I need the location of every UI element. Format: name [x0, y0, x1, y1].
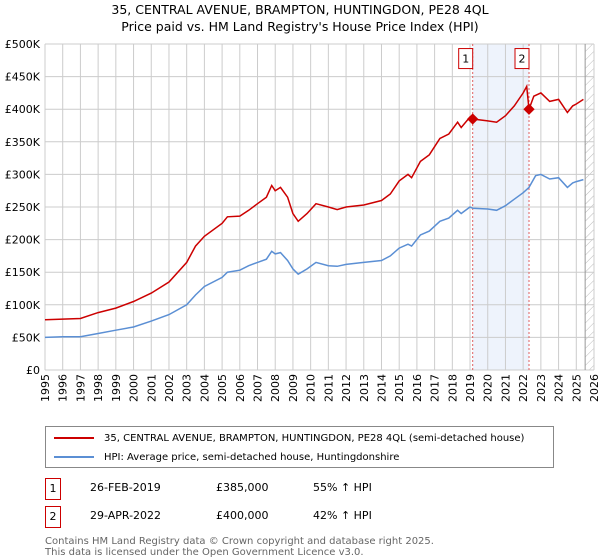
x-tick-label: 1999	[110, 374, 123, 402]
y-tick-label: £150K	[5, 266, 41, 279]
transaction-date: 29-APR-2022	[90, 509, 162, 522]
x-tick-label: 2005	[216, 374, 229, 402]
x-tick-label: 2020	[482, 374, 495, 402]
y-tick-label: £0	[26, 364, 40, 377]
footer-line-2: This data is licensed under the Open Gov…	[45, 547, 364, 558]
x-tick-label: 2015	[393, 374, 406, 402]
legend-item-property: 35, CENTRAL AVENUE, BRAMPTON, HUNTINGDON…	[54, 430, 524, 446]
legend-label-hpi: HPI: Average price, semi-detached house,…	[104, 451, 400, 463]
annotation-label: 1	[462, 53, 469, 66]
x-tick-label: 2017	[429, 374, 442, 402]
x-tick-label: 2019	[464, 374, 477, 402]
x-tick-label: 1995	[39, 374, 52, 402]
y-tick-label: £50K	[12, 331, 41, 344]
x-tick-label: 2024	[553, 374, 566, 402]
x-tick-label: 2018	[446, 374, 459, 402]
legend-label-property: 35, CENTRAL AVENUE, BRAMPTON, HUNTINGDON…	[104, 432, 525, 444]
price-chart: 1995 1996 1997 1998 1999 2000 2001 2002 2003 2004…	[5, 38, 600, 402]
property-price-line	[44, 83, 584, 321]
transaction-price: £400,000	[216, 509, 269, 522]
y-tick-label: £450K	[5, 71, 41, 84]
x-tick-label: 2002	[163, 374, 176, 402]
transaction-hpi: 42% ↑ HPI	[313, 509, 372, 522]
x-tick-label: 2016	[411, 374, 424, 402]
y-tick-label: £200K	[5, 234, 41, 247]
x-tick-label: 2000	[128, 374, 141, 402]
x-tick-label: 2003	[181, 374, 194, 402]
x-tick-label: 2013	[358, 374, 371, 402]
x-tick-label: 2023	[535, 374, 548, 402]
x-tick-label: 2004	[198, 374, 211, 402]
chart-title: 35, CENTRAL AVENUE, BRAMPTON, HUNTINGDON…	[111, 2, 489, 17]
y-tick-label: £350K	[5, 136, 41, 149]
x-tick-label: 2014	[375, 374, 388, 402]
x-tick-label: 2008	[269, 374, 282, 402]
x-tick-label: 1996	[57, 374, 70, 402]
x-tick-label: 1998	[92, 374, 105, 402]
x-tick-label: 2001	[145, 374, 158, 402]
transaction-date: 26-FEB-2019	[90, 481, 161, 494]
footer: Contains HM Land Registry data © Crown c…	[45, 536, 434, 558]
footer-line-1: Contains HM Land Registry data © Crown c…	[45, 536, 434, 547]
transaction-badge: 1	[45, 478, 61, 500]
transaction-badge: 2	[45, 506, 61, 528]
x-tick-label: 2011	[322, 374, 335, 402]
hpi-line	[44, 173, 584, 339]
x-tick-label: 2010	[305, 374, 318, 402]
transaction-hpi: 55% ↑ HPI	[313, 481, 372, 494]
chart-subtitle: Price paid vs. HM Land Registry's House …	[121, 19, 479, 34]
legend: 35, CENTRAL AVENUE, BRAMPTON, HUNTINGDON…	[45, 426, 554, 468]
x-tick-label: 2012	[340, 374, 353, 402]
y-tick-label: £250K	[5, 201, 41, 214]
legend-swatch-property	[54, 437, 94, 439]
transaction-price: £385,000	[216, 481, 269, 494]
x-tick-label: 1997	[74, 374, 87, 402]
x-tick-label: 2026	[588, 374, 600, 402]
x-tick-label: 2006	[234, 374, 247, 402]
x-tick-label: 2009	[287, 374, 300, 402]
annotation-box	[458, 48, 474, 70]
y-tick-label: £500K	[5, 38, 41, 51]
annotation-box	[514, 48, 530, 70]
y-tick-label: £300K	[5, 168, 41, 181]
x-tick-label: 2025	[570, 374, 583, 402]
x-tick-label: 2022	[517, 374, 530, 402]
y-tick-label: £100K	[5, 299, 41, 312]
legend-item-hpi: HPI: Average price, semi-detached house,…	[54, 449, 399, 465]
annotation-label: 2	[519, 53, 526, 66]
legend-swatch-hpi	[54, 456, 94, 458]
x-tick-label: 2007	[252, 374, 265, 402]
y-tick-label: £400K	[5, 103, 41, 116]
x-tick-label: 2021	[499, 374, 512, 402]
